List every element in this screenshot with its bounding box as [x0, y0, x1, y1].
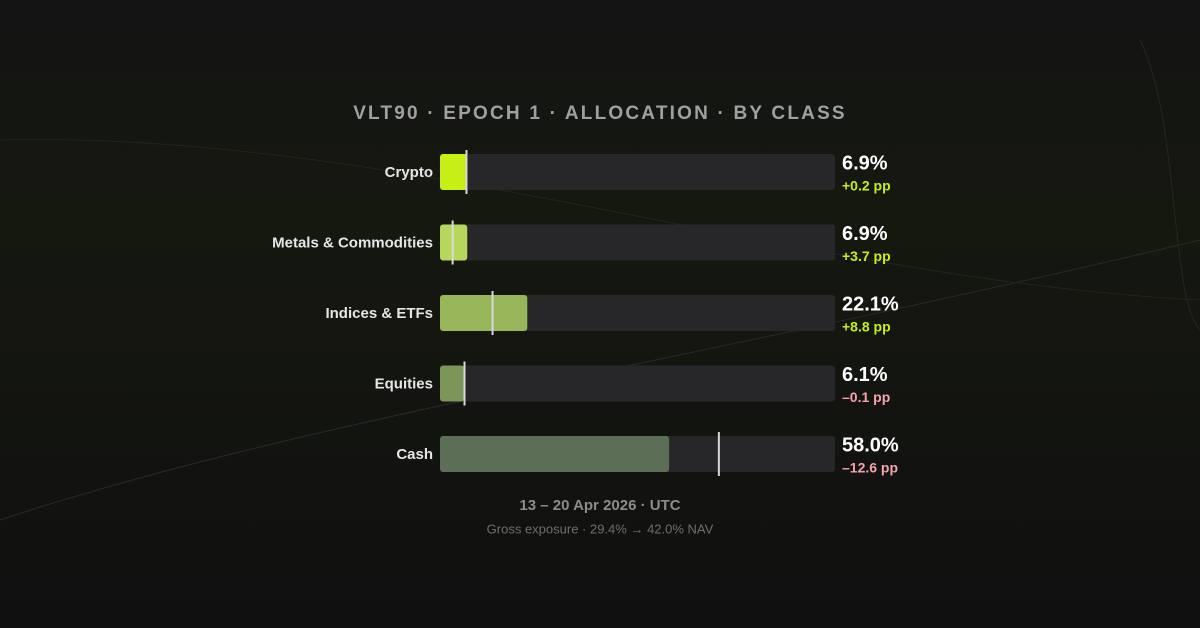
change-label: +3.7 pp [842, 248, 891, 264]
category-label: Equities [375, 375, 433, 392]
decor-line [1139, 39, 1200, 331]
change-label: –12.6 pp [842, 460, 898, 476]
bar [440, 365, 465, 402]
footnote: Gross exposure · 29.4% → 42.0% NAV [487, 521, 714, 536]
change-label: +8.8 pp [842, 319, 891, 335]
category-label: Cash [396, 446, 433, 463]
category-label: Metals & Commodities [272, 234, 433, 251]
value-label: 22.1% [842, 293, 899, 315]
bar [440, 295, 528, 331]
bar-track [440, 295, 835, 331]
value-label: 6.1% [842, 364, 888, 386]
bar-track [440, 224, 835, 261]
category-label: Crypto [385, 164, 433, 181]
category-label: Indices & ETFs [325, 305, 433, 322]
bar [440, 154, 468, 190]
chart-title: VLT90 · EPOCH 1 · ALLOCATION · BY CLASS [353, 103, 847, 124]
value-label: 58.0% [842, 434, 899, 456]
value-label: 6.9% [842, 223, 888, 245]
change-label: –0.1 pp [842, 389, 890, 405]
bar-track [440, 154, 835, 190]
decor-line [0, 139, 1200, 301]
bar-track [440, 365, 835, 402]
value-label: 6.9% [842, 152, 888, 174]
bar [440, 436, 670, 472]
change-label: +0.2 pp [842, 178, 891, 194]
date-range: 13 – 20 Apr 2026 · UTC [519, 497, 680, 514]
